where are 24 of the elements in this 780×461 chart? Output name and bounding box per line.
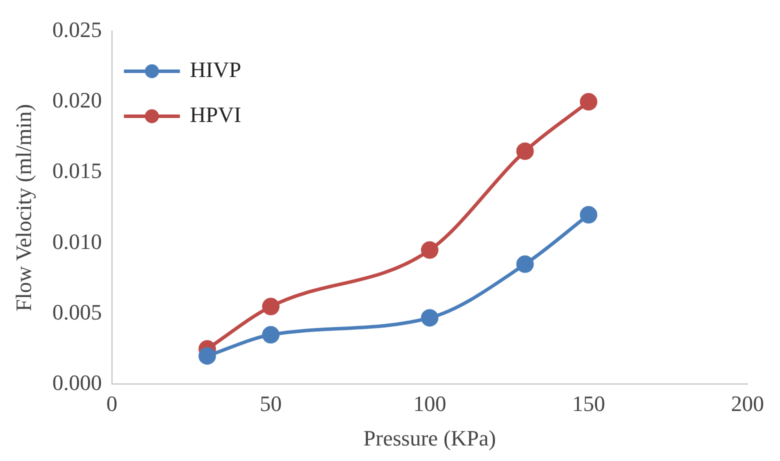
y-tick-label: 0.010 [52, 228, 102, 254]
x-tick-label: 100 [413, 391, 446, 416]
point [420, 241, 438, 259]
y-tick-label: 0.015 [52, 158, 102, 184]
point [420, 309, 438, 327]
point [516, 255, 534, 273]
x-axis-title: Pressure (KPa) [363, 426, 496, 451]
point [580, 206, 598, 224]
y-tick-label: 0.000 [52, 370, 102, 395]
point [262, 326, 280, 344]
y-axis-title: Flow Velocity (ml/min) [10, 104, 36, 312]
point [516, 142, 534, 160]
point [198, 347, 216, 365]
y-tick-label: 0.005 [52, 299, 102, 324]
y-tick-label: 0.020 [52, 88, 102, 113]
y-tick-label: 0.025 [52, 16, 102, 42]
x-tick-label: 0 [106, 391, 118, 416]
x-tick-label: 150 [572, 391, 606, 416]
x-tick-label: 50 [260, 391, 282, 416]
point [580, 93, 598, 111]
legend-label: HIVP [190, 56, 242, 82]
x-tick-label: 200 [731, 391, 764, 416]
point [262, 298, 280, 316]
legend-label: HPVI [190, 102, 242, 127]
